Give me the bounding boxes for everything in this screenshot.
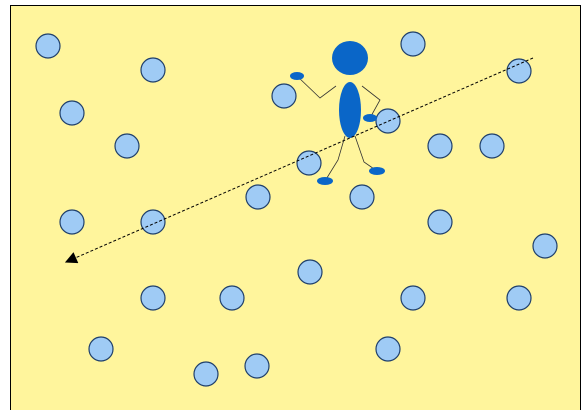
particle [140, 285, 166, 311]
left-foot [317, 177, 333, 185]
particle [114, 133, 140, 159]
particle [375, 336, 401, 362]
particle [506, 285, 532, 311]
particles [35, 31, 558, 387]
particle [219, 285, 245, 311]
particle [427, 209, 453, 235]
right-hand [363, 114, 377, 122]
body [339, 82, 361, 138]
particle [349, 184, 375, 210]
particle [297, 259, 323, 285]
particle [375, 108, 401, 134]
particle [427, 133, 453, 159]
particle [35, 33, 61, 59]
particle [506, 58, 532, 84]
left-arm [296, 75, 337, 99]
particle [244, 353, 270, 379]
particle [271, 83, 297, 109]
stick-figure [290, 41, 385, 185]
particle [59, 209, 85, 235]
particle [245, 184, 271, 210]
left-hand [290, 72, 304, 80]
particle [479, 133, 505, 159]
particle [400, 285, 426, 311]
particle [193, 361, 219, 387]
particle [88, 336, 114, 362]
left-leg [324, 135, 346, 182]
right-arm [361, 85, 381, 119]
particle [296, 150, 322, 176]
right-foot [369, 167, 385, 175]
particle [400, 31, 426, 57]
head [332, 41, 368, 75]
particle [59, 100, 85, 126]
particle [532, 233, 558, 259]
particle [140, 209, 166, 235]
particle [140, 57, 166, 83]
